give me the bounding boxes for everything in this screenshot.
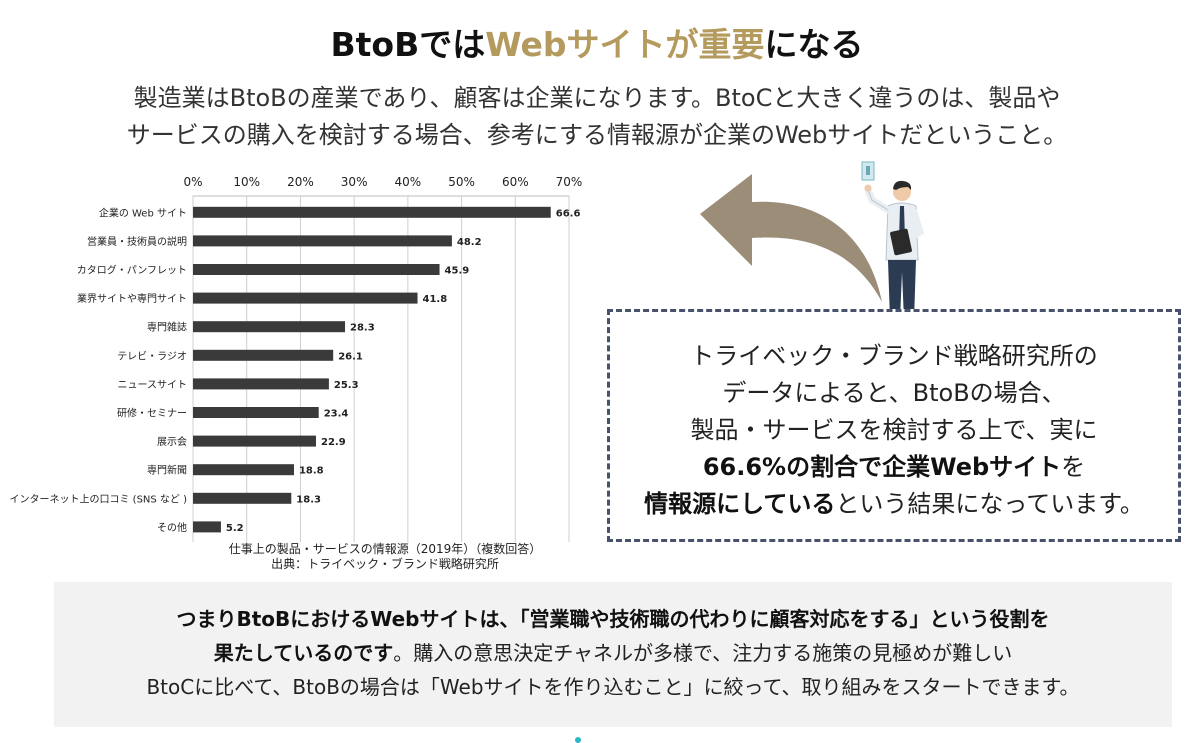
- category-label: テレビ・ラジオ: [117, 350, 187, 362]
- lead-text: 製造業はBtoBの産業であり、顧客は企業になります。BtoCと大きく違うのは、製…: [60, 80, 1134, 154]
- category-label: インターネット上の口コミ (SNS など ): [9, 493, 187, 505]
- businessman-with-tablet-icon: [861, 161, 925, 325]
- chart-caption-line-2: 出典：トライベック・ブランド戦略研究所: [271, 557, 499, 571]
- value-label: 45.9: [445, 266, 470, 277]
- curved-arrow-icon: [700, 174, 882, 302]
- category-label: カタログ・パンフレット: [77, 264, 187, 277]
- bar: [193, 235, 452, 247]
- callout-text: トライベック・ブランド戦略研究所の データによると、BtoBの場合、 製品・サー…: [610, 338, 1178, 523]
- category-label: 営業員・技術員の説明: [87, 235, 187, 248]
- value-label: 18.8: [299, 466, 324, 477]
- bar: [193, 407, 319, 418]
- summary-text: つまりBtoBにおけるWebサイトは、「営業職や技術職の代わりに顧客対応をする」…: [54, 602, 1172, 704]
- callout-highlight-2: 情報源にしている: [644, 490, 836, 518]
- page-title: BtoBではWebサイトが重要になる: [0, 18, 1194, 66]
- summary-line-2-bold: 果たしているのです: [213, 641, 394, 665]
- summary-line-2: 果たしているのです。購入の意思決定チャネルが多様で、注力する施策の見極めが難しい: [54, 636, 1172, 670]
- callout-line-3: 製品・サービスを検討する上で、実に: [690, 416, 1098, 444]
- bar: [193, 492, 292, 504]
- bar: [193, 464, 294, 476]
- title-post: になる: [764, 25, 864, 64]
- callout-line-4-tail: を: [1061, 453, 1086, 481]
- x-tick-label: 0%: [183, 175, 202, 189]
- category-label: ニュースサイト: [118, 379, 188, 391]
- summary-box: つまりBtoBにおけるWebサイトは、「営業職や技術職の代わりに顧客対応をする」…: [54, 582, 1172, 727]
- category-label: 研修・セミナー: [117, 407, 187, 420]
- x-tick-label: 30%: [341, 175, 368, 189]
- bar: [193, 378, 329, 390]
- category-label: 企業の Web サイト: [99, 206, 187, 219]
- value-label: 48.2: [457, 237, 482, 248]
- bar: [193, 292, 418, 304]
- title-pre: BtoBでは: [330, 25, 486, 64]
- summary-line-1: つまりBtoBにおけるWebサイトは、「営業職や技術職の代わりに顧客対応をする」…: [54, 602, 1172, 636]
- bar: [193, 264, 440, 275]
- category-label: 専門雑誌: [147, 321, 187, 334]
- callout-line-5-tail: という結果になっています。: [835, 490, 1144, 518]
- x-tick-label: 10%: [233, 175, 260, 189]
- callout-line-2: データによると、BtoBの場合、: [722, 379, 1066, 407]
- title-accent: Webサイトが重要: [485, 25, 765, 64]
- category-label: 業界サイトや専門サイト: [77, 292, 187, 305]
- bar: [193, 521, 221, 533]
- callout-line-4: 66.6%の割合で企業Webサイトを: [610, 449, 1178, 486]
- x-tick-label: 50%: [448, 175, 475, 189]
- category-label: 展示会: [157, 435, 187, 448]
- x-tick-label: 70%: [556, 175, 583, 189]
- bar-chart: 0% 10% 20% 30% 40% 50% 60% 70% 企業の Web サイト 66.6 営業…: [9, 175, 583, 542]
- plot-frame: [192, 195, 570, 542]
- chart-caption: 仕事上の製品・サービスの情報源（2019年）（複数回答） 出典：トライベック・ブ…: [190, 542, 580, 572]
- chart-caption-line-1: 仕事上の製品・サービスの情報源（2019年）（複数回答）: [228, 542, 542, 556]
- summary-line-3: BtoCに比べて、BtoBの場合は「Webサイトを作り込むこと」に絞って、取り組…: [146, 675, 1080, 699]
- value-label: 5.2: [226, 523, 244, 534]
- x-tick-label: 40%: [395, 175, 422, 189]
- value-label: 22.9: [321, 437, 346, 448]
- page-indicator-dot: [575, 737, 581, 743]
- callout-highlight-1: 66.6%の割合で企業Webサイト: [702, 453, 1062, 481]
- bar: [193, 349, 334, 361]
- x-tick-label: 60%: [502, 175, 529, 189]
- lead-line-2: サービスの購入を検討する場合、参考にする情報源が企業のWebサイトだということ。: [126, 121, 1068, 149]
- value-label: 25.3: [334, 380, 359, 391]
- bar: [193, 206, 551, 218]
- summary-line-2-tail: 。購入の意思決定チャネルが多様で、注力する施策の見極めが難しい: [393, 641, 1013, 665]
- x-tick-label: 20%: [287, 175, 314, 189]
- lead-line-1: 製造業はBtoBの産業であり、顧客は企業になります。BtoCと大きく違うのは、製…: [133, 84, 1061, 112]
- category-label: その他: [157, 521, 187, 534]
- summary-line-1-bold: つまりBtoBにおけるWebサイトは、「営業職や技術職の代わりに顧客対応をする」…: [176, 607, 1050, 631]
- bar: [193, 435, 317, 447]
- value-label: 28.3: [350, 323, 375, 334]
- callout-box: トライベック・ブランド戦略研究所の データによると、BtoBの場合、 製品・サー…: [607, 309, 1181, 542]
- category-label: 専門新聞: [147, 464, 187, 477]
- value-label: 23.4: [324, 409, 349, 420]
- value-label: 41.8: [423, 294, 448, 305]
- value-label: 66.6: [556, 208, 581, 219]
- bar: [193, 321, 346, 333]
- callout-line-5: 情報源にしているという結果になっています。: [610, 486, 1178, 523]
- value-label: 26.1: [338, 351, 363, 362]
- callout-line-1: トライベック・ブランド戦略研究所の: [690, 342, 1098, 370]
- value-label: 18.3: [296, 494, 321, 505]
